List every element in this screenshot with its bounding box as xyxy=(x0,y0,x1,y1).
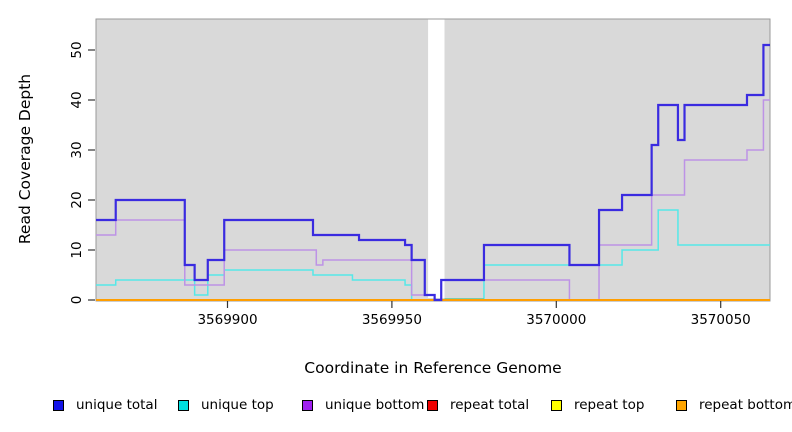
gap-band xyxy=(428,19,445,298)
legend-label: unique total xyxy=(76,397,158,413)
legend-label: repeat total xyxy=(450,397,530,413)
legend-item-repeat-bottom: repeat bottom xyxy=(676,397,792,413)
legend-item-repeat-total: repeat total xyxy=(427,397,530,413)
x-tick-label: 3570000 xyxy=(526,312,587,328)
x-axis-title: Coordinate in Reference Genome xyxy=(304,359,562,377)
y-tick-label: 50 xyxy=(69,41,85,59)
x-tick-label: 3569950 xyxy=(361,312,422,328)
y-axis-title: Read Coverage Depth xyxy=(16,73,34,245)
y-tick-label: 10 xyxy=(69,241,85,259)
x-tick-label: 3569900 xyxy=(197,312,258,328)
legend-item-unique-top: unique top xyxy=(178,397,274,413)
series-unique-total xyxy=(96,43,770,302)
x-tick-label: 3570050 xyxy=(690,312,751,328)
legend-swatch-unique-top xyxy=(178,399,189,411)
legend-label: repeat top xyxy=(574,397,645,413)
legend-label: unique bottom xyxy=(325,397,425,413)
legend-swatch-repeat-top xyxy=(551,399,562,411)
legend-label: repeat bottom xyxy=(699,397,792,413)
series-unique-top xyxy=(96,209,770,301)
y-tick-label: 0 xyxy=(69,295,85,305)
y-tick-label: 20 xyxy=(69,191,85,209)
legend-item-unique-total: unique total xyxy=(53,397,158,413)
y-tick-label: 40 xyxy=(69,91,85,109)
legend-swatch-repeat-total xyxy=(427,399,438,411)
legend-item-unique-bottom: unique bottom xyxy=(302,397,425,413)
legend-swatch-repeat-bottom xyxy=(676,399,687,411)
legend-swatch-unique-total xyxy=(53,399,64,411)
legend-item-repeat-top: repeat top xyxy=(551,397,645,413)
y-tick-label: 30 xyxy=(69,141,85,159)
legend-swatch-unique-bottom xyxy=(302,399,313,411)
legend-label: unique top xyxy=(201,397,274,413)
